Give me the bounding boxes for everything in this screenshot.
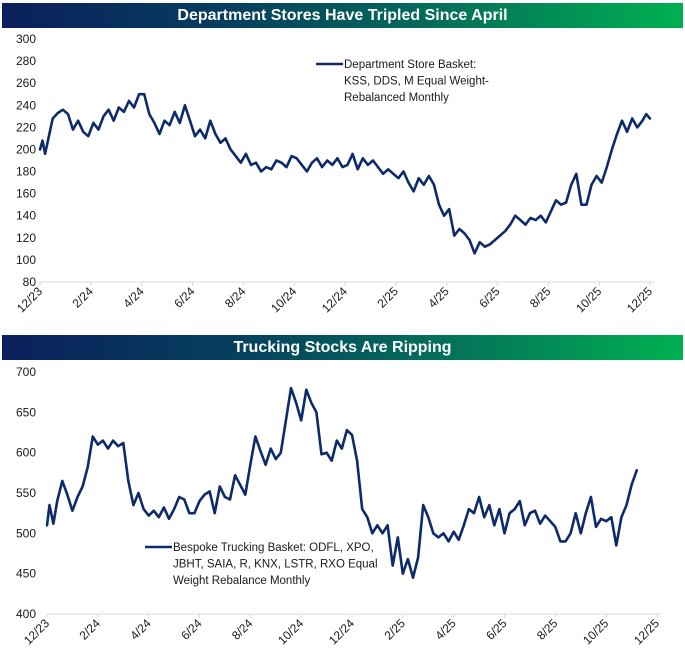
x-tick-label: 6/24 [178,616,205,643]
x-tick-label: 10/24 [268,284,299,315]
x-tick-label: 12/23 [21,616,52,647]
x-tick-label: 2/25 [382,616,409,643]
x-tick-label: 8/25 [534,616,561,643]
y-tick-label: 180 [16,165,36,179]
legend-label: Rebalanced Monthly [344,92,449,104]
x-tick-label: 10/25 [573,284,604,315]
y-tick-label: 260 [16,76,36,90]
legend-label: JBHT, SAIA, R, KNX, LSTR, RXO Equal [173,559,378,571]
y-tick-label: 120 [16,231,36,245]
x-tick-label: 12/24 [326,616,357,647]
x-tick-label: 12/25 [631,616,662,647]
x-tick-label: 6/25 [483,616,510,643]
x-tick-label: 12/23 [14,284,45,315]
y-tick-label: 280 [16,54,36,68]
x-tick-label: 2/24 [70,284,97,311]
x-tick-label: 12/24 [319,284,350,315]
y-tick-label: 240 [16,98,36,112]
y-tick-label: 600 [16,446,36,460]
y-tick-label: 300 [16,32,36,46]
x-tick-label: 8/25 [527,284,554,311]
x-tick-label: 6/25 [476,284,503,311]
series-line [45,386,639,580]
x-tick-label: 8/24 [222,284,249,311]
chart-1-title-banner: Department Stores Have Tripled Since Apr… [2,3,683,28]
y-tick-label: 400 [16,607,36,621]
department-store-chart: 80 100 120 140 160 180 200 220 240 260 280 300 12/23… [14,32,655,315]
chart-2-title-banner: Trucking Stocks Are Ripping [2,335,683,360]
x-tick-label: 4/25 [432,616,459,643]
x-tick-label: 8/24 [229,616,256,643]
x-tick-label: 6/24 [171,284,198,311]
y-tick-label: 100 [16,253,36,267]
y-tick-label: 200 [16,142,36,156]
x-tick-label: 4/25 [425,284,452,311]
x-tick-label: 10/25 [580,616,611,647]
x-tick-label: 4/24 [120,284,147,311]
y-tick-label: 500 [16,526,36,540]
legend-label: Weight Rebalance Monthly [173,575,310,587]
y-tick-label: 160 [16,187,36,201]
y-tick-label: 140 [16,209,36,223]
y-tick-label: 650 [16,405,36,419]
y-tick-label: 700 [16,365,36,379]
x-tick-label: 10/24 [275,616,306,647]
x-tick-label: 2/24 [77,616,104,643]
y-tick-label: 220 [16,120,36,134]
y-tick-label: 550 [16,486,36,500]
x-tick-label: 4/24 [127,616,154,643]
legend-label: Department Store Basket: [344,59,476,71]
x-tick-label: 2/25 [375,284,402,311]
legend-label: Bespoke Trucking Basket: ODFL, XPO, [173,542,374,554]
x-tick-label: 12/25 [624,284,655,315]
legend-label: KSS, DDS, M Equal Weight- [344,76,489,88]
series-line [38,92,652,255]
y-tick-label: 80 [23,275,37,289]
y-tick-label: 450 [16,567,36,581]
